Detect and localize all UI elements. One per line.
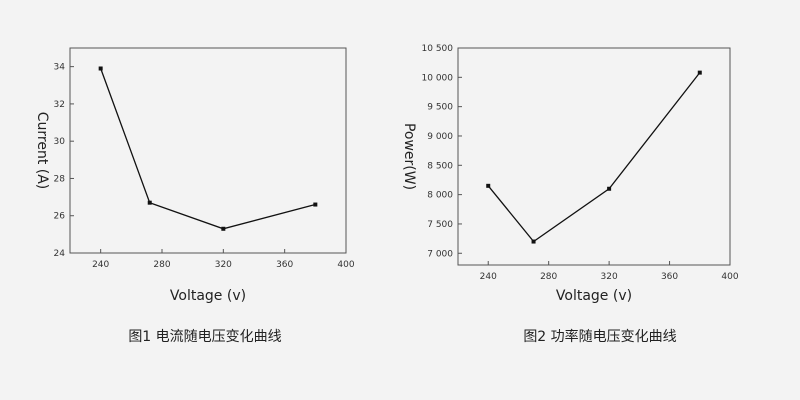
y-tick-label: 8 000 [427, 191, 453, 201]
chart1-y-axis-label: Current (A) [34, 112, 50, 190]
data-point [313, 202, 318, 207]
y-tick-label: 32 [54, 100, 65, 110]
y-tick-label: 10 000 [422, 73, 454, 83]
data-point [531, 239, 536, 244]
y-tick-label: 26 [54, 212, 66, 222]
data-point [221, 226, 226, 231]
chart1-series-line [100, 68, 316, 230]
x-tick-label: 240 [92, 260, 109, 270]
y-tick-label: 34 [54, 63, 66, 73]
x-tick-label: 360 [661, 272, 678, 282]
chart2-series-line [487, 72, 701, 243]
y-tick-label: 24 [54, 249, 66, 259]
chart-power-vs-voltage: 7 000 7 500 8 000 8 500 9 000 9 500 10 000 10 5… [401, 44, 739, 345]
x-tick-label: 400 [337, 260, 354, 270]
x-tick-label: 360 [276, 260, 293, 270]
x-tick-label: 240 [480, 272, 497, 282]
data-point [697, 70, 702, 75]
chart2-plot-frame [457, 47, 731, 266]
chart1-x-ticks: 240 280 320 360 400 [92, 249, 355, 270]
data-point [98, 66, 103, 71]
x-tick-label: 320 [215, 260, 232, 270]
data-point [147, 200, 152, 205]
chart2-y-axis-label: Power(W) [401, 123, 417, 190]
chart2-x-axis-label: Voltage (v) [556, 288, 632, 304]
y-tick-label: 30 [54, 137, 66, 147]
y-tick-label: 7 000 [427, 249, 453, 259]
chart2-x-ticks: 240 280 320 360 400 [480, 261, 739, 282]
y-tick-label: 10 500 [422, 44, 454, 54]
chart2-data-points [486, 70, 702, 244]
chart1-y-ticks: 24 26 28 30 32 34 [54, 63, 74, 259]
y-tick-label: 7 500 [427, 220, 453, 230]
x-tick-label: 280 [153, 260, 170, 270]
y-tick-label: 8 500 [427, 161, 453, 171]
x-tick-label: 320 [601, 272, 618, 282]
y-tick-label: 28 [54, 174, 66, 184]
x-tick-label: 400 [721, 272, 738, 282]
chart1-caption: 图1 电流随电压变化曲线 [128, 329, 281, 345]
chart2-caption: 图2 功率随电压变化曲线 [523, 328, 676, 345]
x-tick-label: 280 [540, 272, 557, 282]
data-point [486, 183, 491, 188]
y-tick-label: 9 000 [427, 132, 453, 142]
chart-current-vs-voltage: 24 26 28 30 32 34 240 280 320 360 400 Voltage (v)… [34, 47, 355, 345]
chart1-x-axis-label: Voltage (v) [170, 288, 246, 304]
chart1-plot-frame [69, 47, 347, 254]
y-tick-label: 9 500 [427, 103, 453, 113]
chart1-data-points [98, 66, 318, 231]
chart2-y-ticks: 7 000 7 500 8 000 8 500 9 000 9 500 10 000 10 5… [422, 44, 462, 259]
data-point [607, 186, 612, 191]
